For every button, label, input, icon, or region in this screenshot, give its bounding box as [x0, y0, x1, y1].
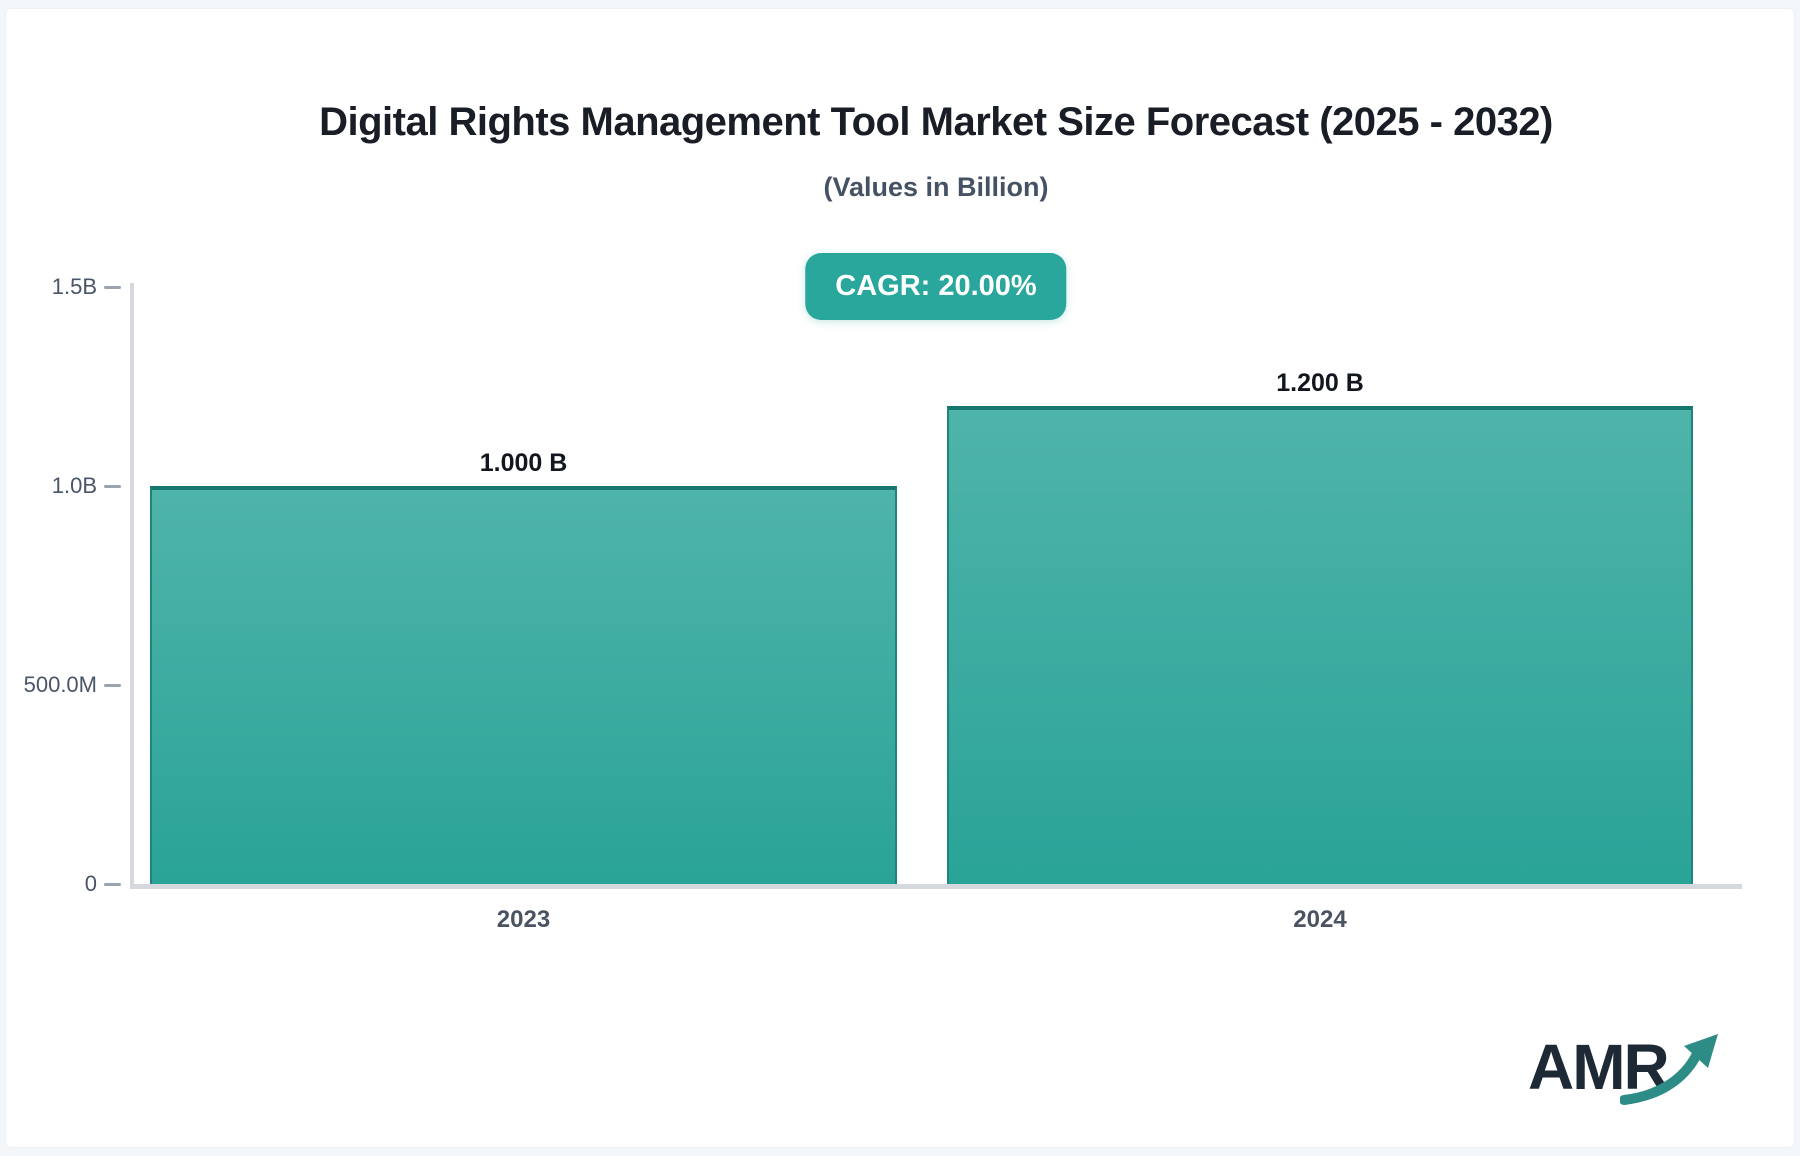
y-axis-tick: 1.5B — [0, 273, 121, 301]
plot-area: 1.000 B 1.200 B 2023 2024 — [130, 287, 1742, 933]
y-axis-tick-label: 500.0M — [23, 672, 97, 697]
y-axis-tick-label: 0 — [84, 871, 97, 896]
amr-logo: AMR — [1528, 1028, 1718, 1118]
y-axis-tick: 1.0B — [0, 472, 121, 500]
x-axis-label-2024: 2024 — [1293, 906, 1347, 933]
bar-value-label: 1.000 B — [479, 449, 568, 477]
tick-mark — [104, 882, 121, 886]
y-axis-tick: 500.0M — [0, 671, 121, 699]
y-axis: 1.5B 1.0B 500.0M 0 — [0, 274, 121, 896]
tick-mark — [104, 683, 121, 687]
tick-mark — [104, 285, 121, 289]
y-axis-line — [130, 283, 134, 889]
cagr-badge: CAGR: 20.00% — [805, 253, 1067, 320]
chart-subtitle: (Values in Billion) — [823, 172, 1049, 202]
bar-2024[interactable]: 1.200 B — [947, 369, 1693, 884]
y-axis-tick: 0 — [0, 870, 121, 898]
y-axis-tick-label: 1.5B — [51, 274, 97, 299]
tick-mark — [104, 484, 121, 488]
bar-value-label: 1.200 B — [1276, 369, 1364, 397]
growth-arrow-icon — [1620, 1034, 1718, 1105]
bar-2023[interactable]: 1.000 B — [150, 449, 897, 884]
y-axis-tick-label: 1.0B — [51, 473, 97, 498]
x-axis-line — [130, 884, 1742, 889]
x-axis-label-2023: 2023 — [496, 906, 551, 933]
chart-title: Digital Rights Management Tool Market Si… — [319, 100, 1553, 144]
